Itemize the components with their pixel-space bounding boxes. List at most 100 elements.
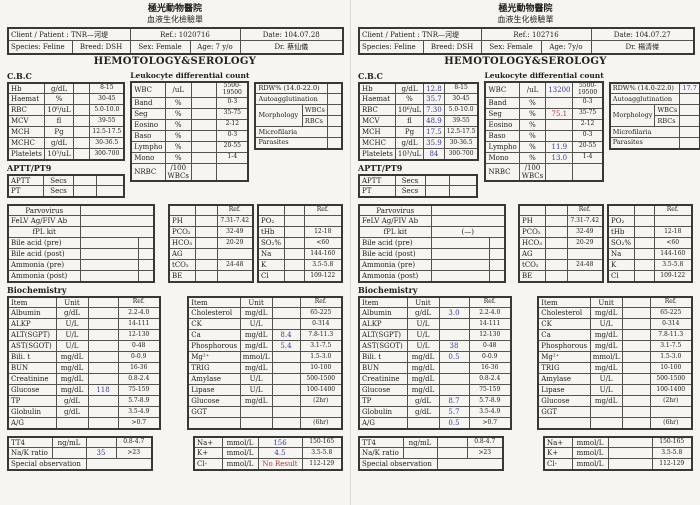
cell: [679, 137, 700, 150]
cell: Dr. 蔡仙儀: [239, 40, 344, 55]
leukocyte-label: Leukocyte differential count: [130, 70, 250, 80]
cell: [566, 270, 604, 283]
cell: K+: [193, 447, 223, 460]
cell: Mg²⁺: [537, 351, 591, 364]
cell: 0-314: [649, 318, 693, 331]
cell: Ref.: [468, 296, 512, 309]
cell: Ref.: [216, 204, 254, 217]
cell: A/G: [7, 417, 57, 430]
cell: 300-700: [443, 148, 479, 161]
cell: Mono: [130, 151, 166, 164]
cell: TRIG: [537, 362, 591, 375]
cell: 3.1-7.5: [649, 340, 693, 353]
cell: TRIG: [187, 362, 241, 375]
cell: 5.7-8.9: [468, 395, 512, 408]
test-panel-table: Parvovirus FeLV Ag/FIV Ab fPL kit Bile acid…: [7, 203, 155, 283]
cell: 300-700: [89, 148, 125, 161]
cell: Special observation: [358, 458, 438, 471]
cell: 109-122: [303, 270, 343, 283]
result-value: 156: [257, 436, 303, 449]
leukocyte-table: WBC/uL 13200 5500-19500 Band% 0-3 Seg% 75.1 35-…: [484, 80, 604, 182]
cell: 3.1-7.5: [299, 340, 343, 353]
cell: ng/mL: [51, 436, 87, 449]
cell: mg/dL: [406, 384, 440, 397]
cell: 3.5-5.8: [301, 447, 343, 460]
result-value: 8.4: [271, 329, 301, 342]
cell: <60: [303, 237, 343, 250]
cbc-column: C.B.C Hb g/dL 12.8 8-15 Haemat% 35.7 30-45 RBC 1…: [358, 69, 480, 198]
cell: Sex: Female: [480, 40, 542, 55]
cell: [679, 104, 700, 117]
cell: [73, 104, 91, 117]
cell: [55, 417, 89, 430]
cell: APTT: [7, 174, 45, 187]
aptt-label: APTT/PT9: [7, 162, 52, 173]
cell: [271, 395, 301, 408]
result-value: 35: [85, 447, 117, 460]
cell: (6hr): [649, 417, 693, 430]
cell: [589, 406, 623, 419]
cell: Na: [257, 248, 285, 261]
cell: 12.5-17.5: [89, 126, 125, 139]
cell: [79, 215, 155, 228]
cell: Morphology: [254, 104, 303, 128]
cell: Ammonia (pre): [7, 259, 81, 272]
cell: /100 WBCs: [164, 162, 192, 182]
cell: mmol/L: [571, 447, 609, 460]
cell: Bile acid (pre): [358, 237, 432, 250]
cell: 7.8-11.3: [299, 329, 343, 342]
cell: [190, 107, 218, 120]
cell: Ref.: 102716: [480, 27, 592, 42]
cell: [607, 458, 653, 471]
biochemistry-row: Item Unit Ref. Albumin g/dL 3.0 2.2-4.0 ALKP U/L…: [358, 295, 693, 430]
serology-column: RDW% (14.0-22.0) 17.7 Autoagglutination Mor…: [608, 81, 700, 150]
cell: 112-129: [651, 458, 693, 471]
biochem-left-table: Item Unit Ref. Albumin g/dL 2.2-4.0 ALKP U/L 14-…: [7, 295, 161, 430]
cell: [633, 226, 655, 239]
cell: [607, 204, 635, 217]
cell: Lympho: [130, 140, 166, 153]
cell: [488, 237, 506, 250]
cell: [190, 151, 218, 164]
result-value: 12.8: [423, 82, 445, 95]
result-value: 0.5: [438, 417, 470, 430]
cell: [87, 329, 119, 342]
cell: MCH: [358, 126, 396, 139]
cell: Cl-: [193, 458, 223, 471]
cell: g/dL: [43, 82, 75, 95]
cell: Albumin: [358, 307, 408, 320]
cell: [271, 406, 301, 419]
cell: 12-18: [653, 226, 693, 239]
cell: AG: [168, 248, 196, 261]
cell: ALKP: [358, 318, 408, 331]
cell: 32-49: [216, 226, 254, 239]
cell: [544, 215, 568, 228]
cell: BUN: [358, 362, 408, 375]
cell: mmol/L: [221, 447, 259, 460]
cell: 24-48: [566, 259, 604, 272]
cell: Mono: [484, 151, 520, 164]
cell: [633, 237, 655, 250]
cell: [271, 362, 301, 375]
cell: 8-15: [89, 82, 125, 95]
cell: %: [164, 151, 192, 164]
biochem-right-table: Item Unit Ref. Cholesterol mg/dL 65-225 CK U/L 0…: [187, 295, 343, 430]
cell: [589, 417, 623, 430]
cell: [544, 226, 568, 239]
cell: [283, 259, 305, 272]
cell: %: [164, 96, 192, 109]
cell: Microfilaria: [254, 126, 328, 139]
serology-column: RDW% (14.0-22.0) Autoagglutination Morphol…: [254, 81, 343, 150]
cell: g/dL: [394, 82, 425, 95]
cell: %: [164, 140, 192, 153]
cell: g/dL: [43, 137, 75, 150]
cell: Species: Feline: [358, 40, 424, 55]
cell: fl: [43, 115, 75, 128]
cell: g/dL: [55, 406, 89, 419]
cell: [283, 215, 305, 228]
cell: fPL kit: [358, 226, 432, 239]
cell: Bile acid (pre): [7, 237, 81, 250]
cell: [621, 307, 651, 320]
cell: Morphology: [609, 104, 656, 128]
cell: U/L: [589, 318, 623, 331]
